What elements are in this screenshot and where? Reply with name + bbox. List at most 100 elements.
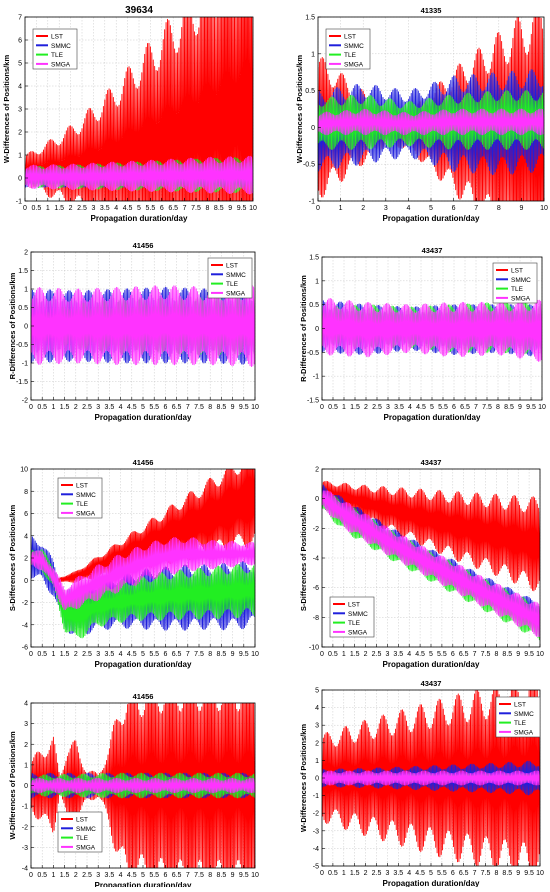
x-tick-label: 2 <box>361 205 365 212</box>
y-tick-label: 0.5 <box>18 305 28 312</box>
chart-title: 43437 <box>421 679 442 688</box>
legend-label-smmc: SMMC <box>514 711 534 718</box>
x-tick-label: 7 <box>473 651 477 658</box>
legend-label-smmc: SMMC <box>348 611 368 618</box>
x-tick-label: 6.5 <box>172 404 182 411</box>
x-tick-label: 2 <box>74 651 78 658</box>
x-tick-label: 8 <box>208 872 212 879</box>
y-axis-label: R-Differences of Positions/km <box>8 272 17 379</box>
legend-label-tle: TLE <box>51 52 64 59</box>
y-tick-label: 4 <box>24 533 28 540</box>
series-line-smga <box>322 770 540 786</box>
x-tick-label: 5.5 <box>146 205 156 212</box>
chart-panel: 0 0.5 1 1.5 2 2.5 3 3.5 4 4.5 5 5.5 6 6.5 7 7.5 8 8.5 9 9.5… <box>299 458 544 669</box>
y-tick-label: 1.5 <box>309 255 319 262</box>
legend-label-smmc: SMMC <box>511 277 531 284</box>
x-tick-label: 5.5 <box>437 651 447 658</box>
x-tick-label: 8 <box>497 205 501 212</box>
x-tick-label: 9 <box>231 872 235 879</box>
x-tick-label: 1.5 <box>54 205 64 212</box>
series-line-smga <box>31 537 255 611</box>
x-tick-label: 8.5 <box>217 651 227 658</box>
x-tick-label: 9 <box>231 404 235 411</box>
x-tick-label: 3.5 <box>100 205 110 212</box>
x-tick-label: 0 <box>29 651 33 658</box>
y-tick-label: -6 <box>22 645 28 652</box>
y-tick-label: -1 <box>22 361 28 368</box>
x-tick-label: 2 <box>74 404 78 411</box>
x-tick-label: 7 <box>186 651 190 658</box>
x-tick-label: 6 <box>160 205 164 212</box>
x-tick-label: 7 <box>474 404 478 411</box>
x-tick-label: 10 <box>251 872 259 879</box>
x-tick-label: 2 <box>364 404 368 411</box>
y-tick-label: 1.5 <box>18 268 28 275</box>
y-tick-label: -2 <box>22 600 28 607</box>
chart-panel: 0 0.5 1 1.5 2 2.5 3 3.5 4 4.5 5 5.5 6 6.5 7 7.5 8 8.5 9 9.5… <box>8 458 259 669</box>
y-tick-label: -4 <box>313 846 319 853</box>
chart-title: 43437 <box>421 458 442 467</box>
x-tick-label: 8 <box>205 205 209 212</box>
chart-panel: 0 1 2 3 4 5 6 7 8 9 10 -1 -0.5 0 0.5 1 1.5 41335 Propagati… <box>295 6 548 223</box>
x-tick-label: 3.5 <box>393 870 403 877</box>
x-tick-label: 9.5 <box>237 205 247 212</box>
plot-series <box>322 690 540 866</box>
y-tick-label: -1 <box>22 804 28 811</box>
x-tick-label: 4.5 <box>416 404 426 411</box>
x-tick-label: 2 <box>364 870 368 877</box>
x-tick-label: 8 <box>208 651 212 658</box>
y-tick-label: 1 <box>315 278 319 285</box>
chart-title: 41456 <box>133 458 154 467</box>
x-tick-label: 5 <box>429 205 433 212</box>
x-tick-label: 4 <box>407 651 411 658</box>
chart-panel: 0 0.5 1 1.5 2 2.5 3 3.5 4 4.5 5 5.5 6 6.5 7 7.5 8 8.5 9 9.5… <box>8 692 259 890</box>
y-tick-label: 4 <box>18 84 22 91</box>
y-tick-label: 6 <box>18 38 22 45</box>
y-tick-label: -1.5 <box>307 398 319 405</box>
x-tick-label: 9 <box>228 205 232 212</box>
x-tick-label: 4 <box>114 205 118 212</box>
x-axis-label: Propagation duration/day <box>383 660 480 669</box>
y-tick-label: -8 <box>313 615 319 622</box>
legend-label-tle: TLE <box>76 501 89 508</box>
x-tick-label: 10 <box>249 205 257 212</box>
x-tick-label: 0 <box>29 872 33 879</box>
legend-label-smga: SMGA <box>76 510 96 517</box>
x-tick-label: 8 <box>494 870 498 877</box>
legend-label-lst: LST <box>344 34 356 41</box>
legend-label-tle: TLE <box>344 52 357 59</box>
series-line-smga <box>31 285 255 368</box>
x-tick-label: 0.5 <box>37 872 47 879</box>
legend: LST SMMC TLE SMGA <box>57 477 103 519</box>
x-tick-label: 0.5 <box>328 870 338 877</box>
x-tick-label: 10 <box>251 404 259 411</box>
x-tick-label: 7.5 <box>194 651 204 658</box>
x-tick-label: 1 <box>342 404 346 411</box>
y-tick-label: 3 <box>18 107 22 114</box>
x-tick-label: 9.5 <box>239 404 249 411</box>
x-tick-label: 6 <box>163 404 167 411</box>
legend: LST SMMC TLE SMGA <box>57 811 103 853</box>
x-tick-label: 1.5 <box>350 870 360 877</box>
series-line-smga <box>322 490 540 638</box>
x-axis-label: Propagation duration/day <box>91 214 188 223</box>
x-tick-label: 6.5 <box>172 651 182 658</box>
y-tick-label: 10 <box>20 467 28 474</box>
plot-series <box>31 285 255 368</box>
legend-box <box>495 696 541 738</box>
legend-label-smmc: SMMC <box>76 826 96 833</box>
x-tick-label: 10 <box>536 870 544 877</box>
x-tick-label: 10 <box>536 651 544 658</box>
y-tick-label: -4 <box>22 622 28 629</box>
x-tick-label: 4.5 <box>127 651 137 658</box>
legend: LST SMMC TLE SMGA <box>492 262 538 304</box>
legend: LST SMMC TLE SMGA <box>207 257 253 299</box>
x-tick-label: 7.5 <box>482 404 492 411</box>
x-tick-label: 10 <box>251 651 259 658</box>
x-tick-label: 8 <box>494 651 498 658</box>
legend-label-lst: LST <box>76 483 88 490</box>
y-tick-label: -3 <box>22 845 28 852</box>
x-tick-label: 2.5 <box>372 404 382 411</box>
y-tick-label: -1 <box>313 793 319 800</box>
x-tick-label: 4 <box>406 205 410 212</box>
